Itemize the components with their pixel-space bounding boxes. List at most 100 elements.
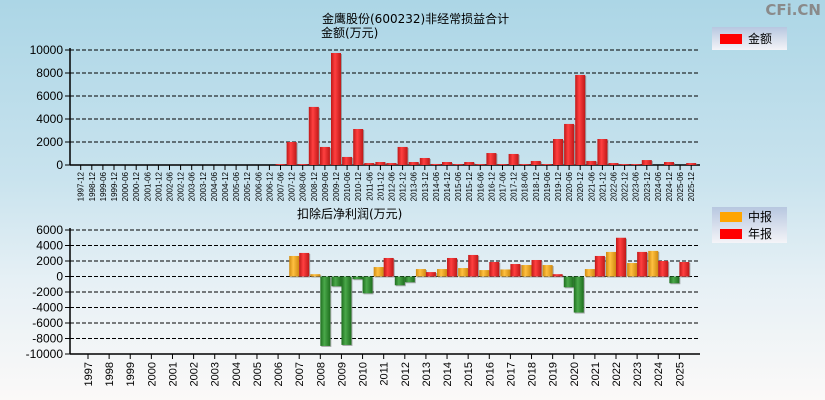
- top-x-tick-label: 2010-06: [343, 171, 352, 201]
- bar-amount: [508, 153, 519, 165]
- bar-amount: [342, 156, 353, 165]
- top-x-tick-label: 2003-12: [199, 171, 208, 201]
- bottom-x-tick-label: 2020: [569, 362, 581, 386]
- bottom-x-tick-label: 2008: [315, 362, 327, 386]
- bar-interim: [479, 270, 490, 277]
- bottom-x-tick-label: 2015: [463, 362, 475, 386]
- bar-annual: [299, 252, 310, 277]
- bottom-x-tick-label: 2018: [527, 362, 539, 386]
- bar-interim: [669, 276, 680, 284]
- bar-amount: [286, 142, 297, 165]
- top-x-tick-label: 2002-06: [166, 171, 175, 201]
- top-x-tick-label: 2013-12: [421, 171, 430, 201]
- bottom-x-tick-label: 2010: [358, 362, 370, 386]
- top-x-tick-label: 2022-12: [621, 171, 630, 201]
- bottom-x-tick-label: 2001: [167, 362, 179, 386]
- bottom-y-tick-label: 4000: [36, 239, 63, 253]
- bottom-x-tick-label: 2012: [400, 362, 412, 386]
- top-x-tick-label: 2010-12: [354, 171, 363, 201]
- bar-amount: [486, 153, 497, 165]
- bottom-x-tick-label: 2017: [505, 362, 517, 386]
- top-x-tick-label: 2011-06: [365, 171, 374, 200]
- top-x-tick-label: 2011-12: [376, 171, 385, 200]
- bar-interim: [352, 276, 363, 280]
- top-x-tick-label: 2007-06: [277, 171, 286, 201]
- bottom-x-tick-label: 2022: [611, 362, 623, 386]
- bar-amount: [475, 164, 486, 165]
- bar-amount: [275, 164, 286, 165]
- bar-interim: [373, 267, 384, 277]
- bar-amount: [575, 74, 586, 165]
- top-x-tick-label: 2020-12: [576, 171, 585, 201]
- bar-amount: [686, 163, 697, 165]
- top-y-tick-label: 2000: [36, 135, 63, 149]
- bottom-y-tick-label: -4000: [32, 301, 63, 315]
- bottom-x-tick-label: 2011: [379, 362, 391, 386]
- bar-annual: [404, 276, 415, 283]
- bar-amount: [408, 162, 419, 165]
- top-y-tick-label: 6000: [36, 89, 63, 103]
- top-x-tick-label: 2000-06: [121, 171, 130, 201]
- top-x-tick-label: 1999-12: [110, 171, 119, 201]
- bar-interim: [331, 276, 342, 287]
- top-x-tick-label: 2024-06: [654, 171, 663, 201]
- bar-annual: [341, 276, 352, 345]
- bottom-y-tick-label: -8000: [32, 332, 63, 346]
- top-x-tick-label: 2017-12: [510, 171, 519, 201]
- top-x-tick-label: 2018-06: [521, 171, 530, 201]
- top-x-tick-label: 2000-12: [132, 171, 141, 201]
- bar-interim: [394, 276, 405, 286]
- top-x-tick-label: 2021-06: [587, 171, 596, 201]
- bar-amount: [419, 157, 430, 165]
- bar-amount: [597, 139, 608, 165]
- top-x-tick-label: 1997-12: [77, 171, 86, 201]
- bar-annual: [425, 272, 436, 277]
- bottom-x-tick-label: 2019: [548, 362, 560, 386]
- top-y-tick-label: 0: [56, 158, 63, 172]
- bar-amount: [664, 162, 674, 165]
- bar-annual: [531, 259, 542, 277]
- top-x-tick-label: 2014-12: [443, 171, 452, 201]
- bar-amount: [497, 164, 508, 165]
- top-x-tick-label: 2016-06: [476, 171, 485, 201]
- bottom-y-tick-label: -2000: [32, 285, 63, 299]
- bottom-x-tick-label: 2005: [252, 362, 264, 386]
- bottom-chart-title: 扣除后净利润(万元): [297, 207, 403, 221]
- bar-annual: [594, 255, 605, 277]
- top-x-tick-label: 2025-12: [687, 171, 696, 201]
- legend-item-amount: 金额: [712, 30, 787, 47]
- bar-annual: [489, 262, 500, 277]
- top-x-tick-label: 2013-06: [410, 171, 419, 201]
- top-x-tick-label: 2004-06: [210, 171, 219, 201]
- bar-interim: [500, 269, 511, 277]
- top-x-tick-label: 2008-12: [310, 171, 319, 201]
- top-x-tick-label: 2006-06: [254, 171, 263, 201]
- bar-interim: [606, 251, 616, 277]
- bar-amount: [386, 163, 397, 165]
- bar-annual: [362, 276, 373, 294]
- top-x-tick-label: 2012-06: [388, 171, 397, 201]
- bar-interim: [563, 276, 574, 288]
- top-x-tick-label: 2024-12: [665, 171, 674, 201]
- top-x-tick-label: 2001-12: [154, 171, 163, 201]
- bottom-x-tick-label: 2004: [231, 362, 243, 386]
- bottom-x-tick-label: 1998: [104, 362, 116, 386]
- top-chart-title: 金鹰股份(600232)非经常损益合计: [322, 12, 510, 26]
- bar-interim: [458, 268, 469, 277]
- bottom-x-tick-label: 2024: [653, 362, 665, 386]
- bar-amount: [453, 164, 464, 165]
- top-legend: 金额: [712, 27, 787, 50]
- bar-amount: [308, 106, 319, 165]
- top-y-tick-label: 8000: [36, 66, 63, 80]
- bottom-x-tick-label: 2025: [674, 362, 686, 386]
- bar-amount: [553, 139, 563, 165]
- bottom-x-tick-label: 2014: [442, 362, 454, 386]
- top-x-tick-label: 2019-12: [554, 171, 563, 201]
- bar-amount: [353, 129, 364, 165]
- top-x-tick-label: 2015-12: [465, 171, 474, 201]
- bottom-x-tick-label: 2013: [421, 362, 433, 386]
- top-x-tick-label: 2012-12: [399, 171, 408, 201]
- bar-annual: [468, 254, 479, 277]
- top-x-tick-label: 2007-12: [288, 171, 297, 201]
